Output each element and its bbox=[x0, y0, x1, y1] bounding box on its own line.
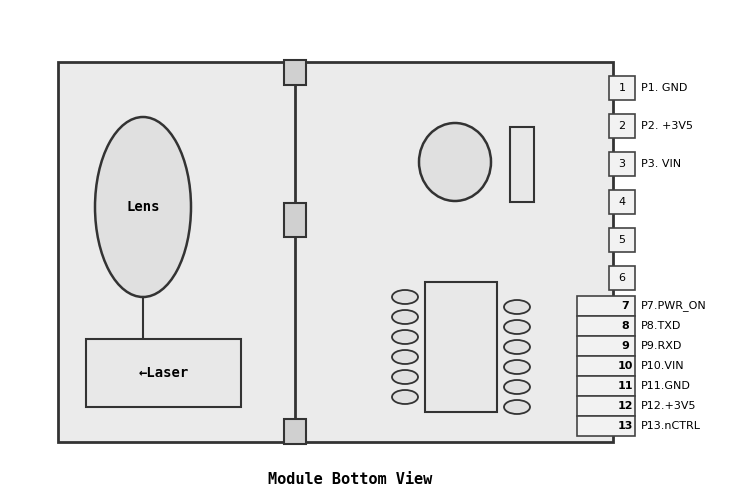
Text: P1. GND: P1. GND bbox=[641, 83, 687, 93]
Bar bbox=[609, 76, 635, 100]
Bar bbox=[609, 190, 635, 214]
Bar bbox=[609, 266, 635, 290]
Text: P3. VIN: P3. VIN bbox=[641, 159, 681, 169]
Text: 3: 3 bbox=[619, 159, 626, 169]
Text: 12: 12 bbox=[617, 401, 633, 411]
Text: Lens: Lens bbox=[126, 200, 160, 214]
Text: 4: 4 bbox=[619, 197, 626, 207]
Ellipse shape bbox=[392, 330, 418, 344]
Ellipse shape bbox=[504, 380, 530, 394]
Ellipse shape bbox=[95, 117, 191, 297]
Bar bbox=[577, 356, 635, 376]
Text: P2. +3V5: P2. +3V5 bbox=[641, 121, 693, 131]
Bar bbox=[609, 152, 635, 176]
Text: Module Bottom View: Module Bottom View bbox=[268, 472, 432, 488]
Bar bbox=[577, 296, 635, 316]
Text: ←Laser: ←Laser bbox=[138, 366, 189, 380]
Bar bbox=[609, 228, 635, 252]
Text: 1: 1 bbox=[619, 83, 626, 93]
Ellipse shape bbox=[392, 310, 418, 324]
Ellipse shape bbox=[504, 320, 530, 334]
Bar bbox=[510, 127, 534, 202]
Text: 13: 13 bbox=[617, 421, 633, 431]
Ellipse shape bbox=[392, 290, 418, 304]
Ellipse shape bbox=[504, 360, 530, 374]
Text: P10.VIN: P10.VIN bbox=[641, 361, 685, 371]
Text: 2: 2 bbox=[619, 121, 626, 131]
Bar bbox=[577, 376, 635, 396]
Bar bbox=[284, 60, 306, 85]
Ellipse shape bbox=[419, 123, 491, 201]
Text: P11.GND: P11.GND bbox=[641, 381, 691, 391]
Text: 9: 9 bbox=[621, 341, 629, 351]
Ellipse shape bbox=[504, 400, 530, 414]
Ellipse shape bbox=[392, 390, 418, 404]
Text: P8.TXD: P8.TXD bbox=[641, 321, 681, 331]
Bar bbox=[609, 114, 635, 138]
Bar bbox=[577, 336, 635, 356]
Text: P13.nCTRL: P13.nCTRL bbox=[641, 421, 701, 431]
Text: 5: 5 bbox=[619, 235, 626, 245]
Ellipse shape bbox=[392, 350, 418, 364]
Text: 7: 7 bbox=[621, 301, 628, 311]
Bar bbox=[58, 62, 613, 442]
Ellipse shape bbox=[504, 300, 530, 314]
Bar bbox=[577, 316, 635, 336]
Text: P9.RXD: P9.RXD bbox=[641, 341, 682, 351]
Bar bbox=[284, 202, 306, 236]
Ellipse shape bbox=[504, 340, 530, 354]
Bar bbox=[284, 419, 306, 444]
Ellipse shape bbox=[392, 370, 418, 384]
Text: 8: 8 bbox=[621, 321, 628, 331]
Text: P12.+3V5: P12.+3V5 bbox=[641, 401, 697, 411]
Text: 11: 11 bbox=[617, 381, 633, 391]
Bar bbox=[425, 282, 497, 412]
Text: P7.PWR_ON: P7.PWR_ON bbox=[641, 300, 706, 312]
Bar bbox=[86, 340, 241, 407]
Bar bbox=[577, 396, 635, 416]
Text: 6: 6 bbox=[619, 273, 626, 283]
Text: 10: 10 bbox=[617, 361, 633, 371]
Bar bbox=[577, 416, 635, 436]
